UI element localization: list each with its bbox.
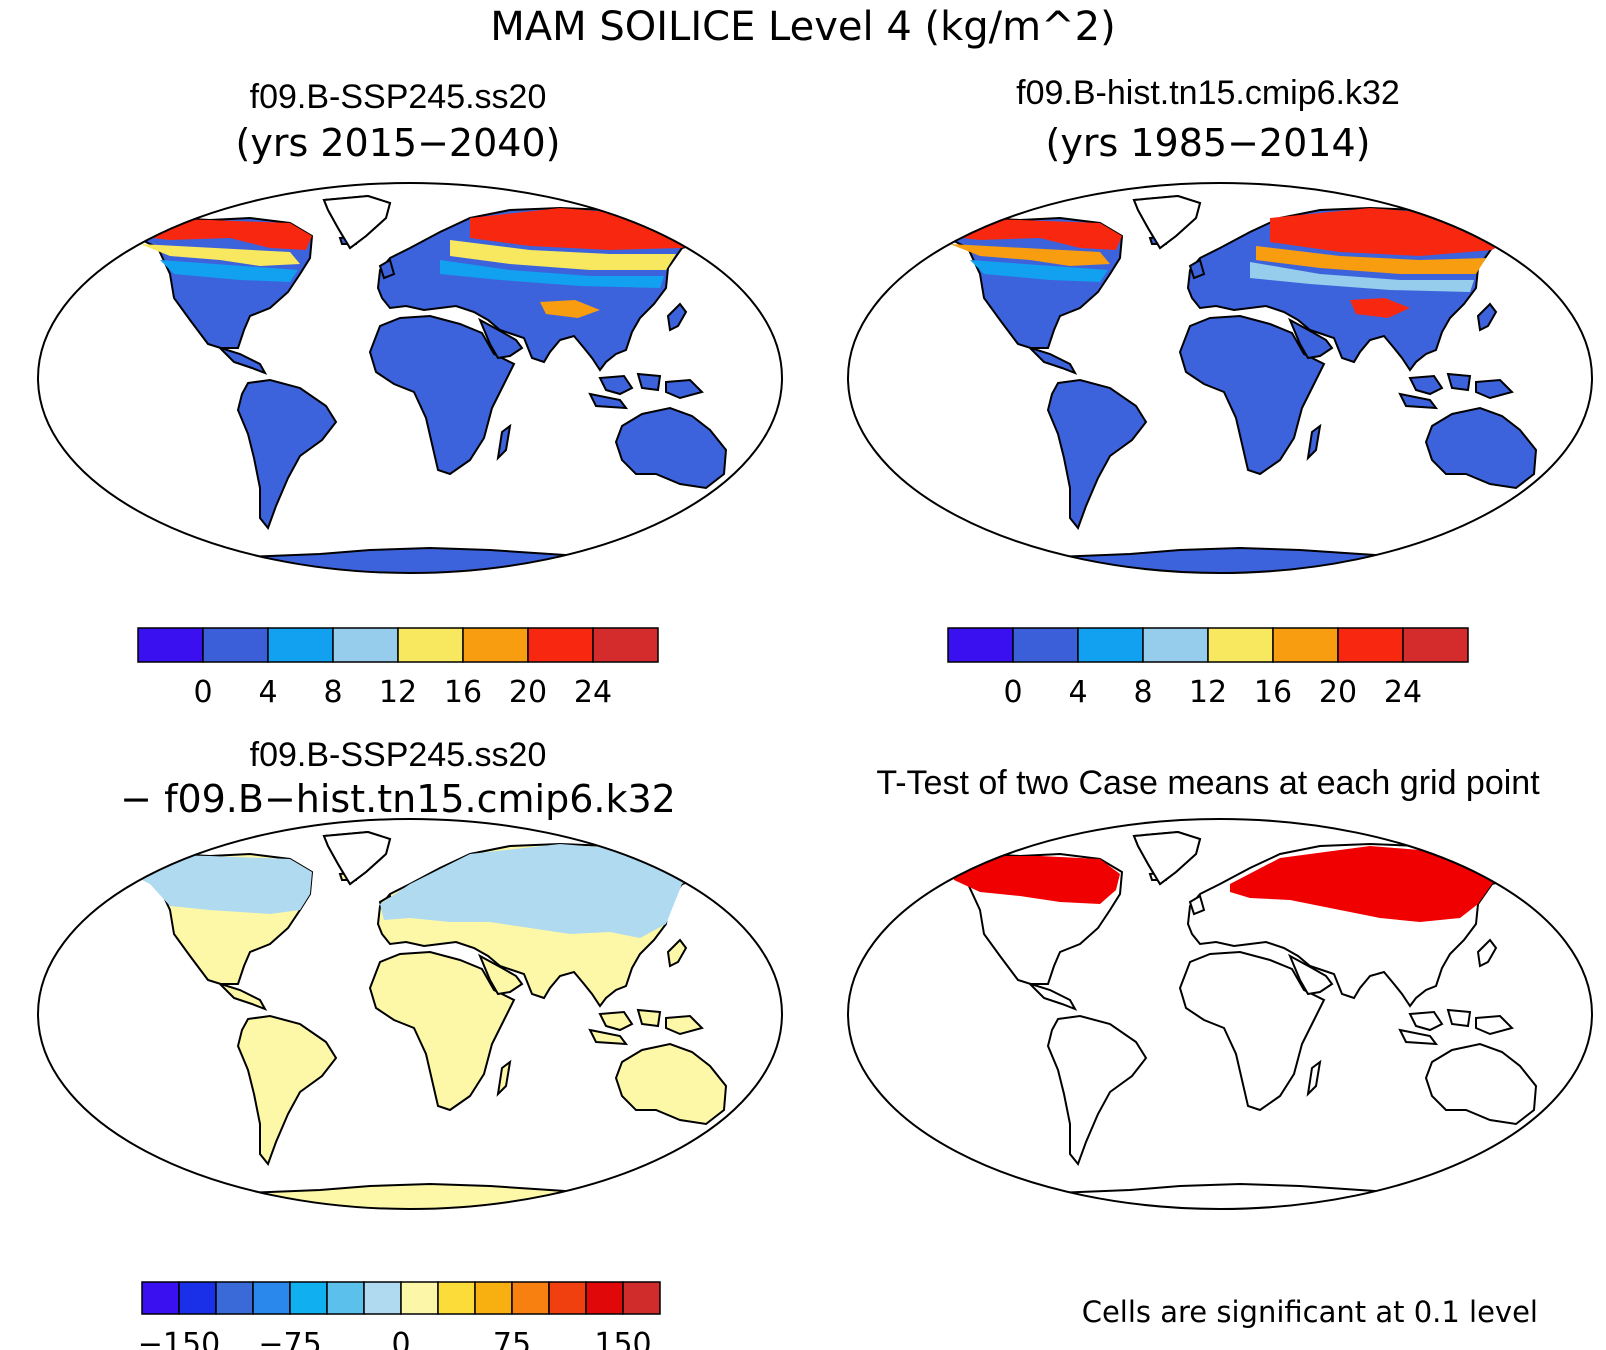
soil-ice-low-region xyxy=(160,260,298,282)
colorbar-swatch xyxy=(1077,627,1144,663)
panel-1-subtitle: (yrs 2015−2040) xyxy=(236,121,561,165)
colorbar-tick-label: 12 xyxy=(1189,675,1227,710)
negative-difference-region xyxy=(110,854,312,914)
significance-note: Cells are significant at 0.1 level xyxy=(1082,1295,1538,1329)
tibet-region xyxy=(1350,298,1410,318)
map-panel-4 xyxy=(847,818,1593,1210)
soil-ice-mid-region-asia xyxy=(450,240,676,270)
soil-ice-mid-region xyxy=(950,244,1110,266)
colorbar-swatch xyxy=(202,627,269,663)
greenland xyxy=(322,194,392,250)
greenland xyxy=(1132,194,1202,250)
colorbar-swatch xyxy=(400,1281,439,1315)
soil-ice-mid-region-asia xyxy=(1256,246,1486,274)
colorbar-tick-label: 24 xyxy=(1384,675,1422,710)
colorbar-tick-label: 4 xyxy=(1068,675,1087,710)
colorbar-swatch xyxy=(363,1281,402,1315)
colorbar-tick-label: 4 xyxy=(258,675,277,710)
panel-2-case-name: f09.B-hist.tn15.cmip6.k32 xyxy=(1016,74,1400,112)
colorbar-tick-label: 0 xyxy=(1003,675,1022,710)
colorbar-swatch xyxy=(527,627,594,663)
colorbar-tick-label: 12 xyxy=(379,675,417,710)
soil-ice-low-region xyxy=(970,260,1108,282)
panel-4-title: T-Test of two Case means at each grid po… xyxy=(876,764,1540,802)
colorbar-tick-label: 20 xyxy=(1319,675,1357,710)
soil-ice-mid-region xyxy=(140,244,300,266)
greenland xyxy=(1132,830,1202,886)
colorbar-swatch xyxy=(585,1281,624,1315)
negative-difference-region-asia xyxy=(380,844,710,938)
colorbar-tick-label: 0 xyxy=(193,675,212,710)
colorbar-swatch xyxy=(1142,627,1209,663)
map-panel-3 xyxy=(37,818,783,1210)
colorbar-swatch xyxy=(548,1281,587,1315)
soil-ice-low-region-asia xyxy=(1250,262,1474,292)
colorbar-tick-label: 16 xyxy=(444,675,482,710)
colorbar-tick-label: 20 xyxy=(509,675,547,710)
map-panel-1 xyxy=(37,182,783,574)
colorbar-tick-label: −75 xyxy=(258,1327,321,1350)
map-panel-2 xyxy=(847,182,1593,574)
significant-region-america xyxy=(944,856,1120,904)
tibet-region xyxy=(540,300,600,318)
colorbar-swatch xyxy=(1012,627,1079,663)
map-border xyxy=(847,182,1593,574)
map-border xyxy=(847,818,1593,1210)
colorbar-tick-label: 24 xyxy=(574,675,612,710)
colorbar-swatch xyxy=(289,1281,328,1315)
colorbar-tick-label: −150 xyxy=(138,1327,220,1350)
panel-3-subtitle: − f09.B−hist.tn15.cmip6.k32 xyxy=(120,777,676,821)
panel-3-case-name: f09.B-SSP245.ss20 xyxy=(250,736,547,774)
colorbar-difference: −150 −75 0 75 150 xyxy=(138,1281,661,1350)
colorbar-swatch xyxy=(462,627,529,663)
greenland xyxy=(322,830,392,886)
colorbar-swatch xyxy=(141,1281,180,1315)
colorbar-swatch xyxy=(1207,627,1274,663)
map-border xyxy=(37,182,783,574)
colorbar-swatch xyxy=(215,1281,254,1315)
colorbar-tick-label: 16 xyxy=(1254,675,1292,710)
colorbar-swatch xyxy=(511,1281,550,1315)
colorbar-tick-label: 8 xyxy=(323,675,342,710)
panel-2-subtitle: (yrs 1985−2014) xyxy=(1046,121,1371,165)
colorbar-swatch xyxy=(622,1281,661,1315)
colorbar-tick-label: 8 xyxy=(1133,675,1152,710)
colorbar-swatch xyxy=(474,1281,513,1315)
colorbar-swatch xyxy=(252,1281,291,1315)
significant-region-asia xyxy=(1230,846,1518,922)
colorbar-swatch xyxy=(1337,627,1404,663)
colorbar-swatch xyxy=(397,627,464,663)
colorbar-swatch xyxy=(332,627,399,663)
colorbar-swatch xyxy=(437,1281,476,1315)
colorbar-swatch xyxy=(592,627,659,663)
colorbar-tick-label: 75 xyxy=(493,1327,531,1350)
colorbar-swatch xyxy=(178,1281,217,1315)
colorbar-tick-label: 150 xyxy=(594,1327,651,1350)
soil-ice-low-region-asia xyxy=(440,260,664,288)
colorbar-swatch xyxy=(326,1281,365,1315)
colorbar-swatch xyxy=(947,627,1014,663)
colorbar-swatch xyxy=(137,627,204,663)
colorbar-panel-2: 0 4 8 12 16 20 24 xyxy=(947,627,1469,710)
colorbar-swatch xyxy=(1402,627,1469,663)
colorbar-tick-label: 0 xyxy=(391,1327,410,1350)
map-border xyxy=(37,818,783,1210)
colorbar-swatch xyxy=(267,627,334,663)
panel-1-case-name: f09.B-SSP245.ss20 xyxy=(250,78,547,116)
colorbar-swatch xyxy=(1272,627,1339,663)
main-title: MAM SOILICE Level 4 (kg/m^2) xyxy=(490,4,1115,50)
colorbar-panel-1: 0 4 8 12 16 20 24 xyxy=(137,627,659,710)
